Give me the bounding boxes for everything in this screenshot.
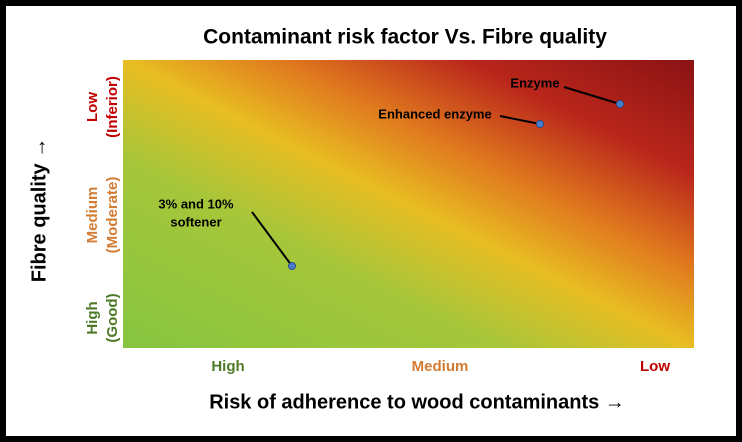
x-axis-label: Risk of adherence to wood contaminants → xyxy=(209,391,625,413)
x-category: Low xyxy=(640,358,670,375)
point xyxy=(288,262,296,270)
leader-line xyxy=(563,86,621,105)
y-category: (Good) xyxy=(104,293,121,342)
y-category: Low xyxy=(84,92,101,122)
y-axis-label: Fibre quality → xyxy=(28,138,50,282)
point xyxy=(616,100,624,108)
y-category: (Inferior) xyxy=(104,76,121,138)
annotation: Enhanced enzyme xyxy=(378,106,491,121)
y-category: (Moderate) xyxy=(104,177,121,254)
gradient-area xyxy=(123,60,694,348)
y-category: Medium xyxy=(84,187,101,244)
x-category: High xyxy=(211,358,244,375)
y-category: High xyxy=(84,301,101,334)
title: Contaminant risk factor Vs. Fibre qualit… xyxy=(203,26,607,49)
leader-line xyxy=(251,211,293,267)
x-category: Medium xyxy=(412,358,469,375)
point xyxy=(536,120,544,128)
leader-line xyxy=(499,115,541,125)
annotation: softener xyxy=(170,214,221,229)
annotation: 3% and 10% xyxy=(158,196,234,211)
annotation: Enzyme xyxy=(510,75,559,90)
